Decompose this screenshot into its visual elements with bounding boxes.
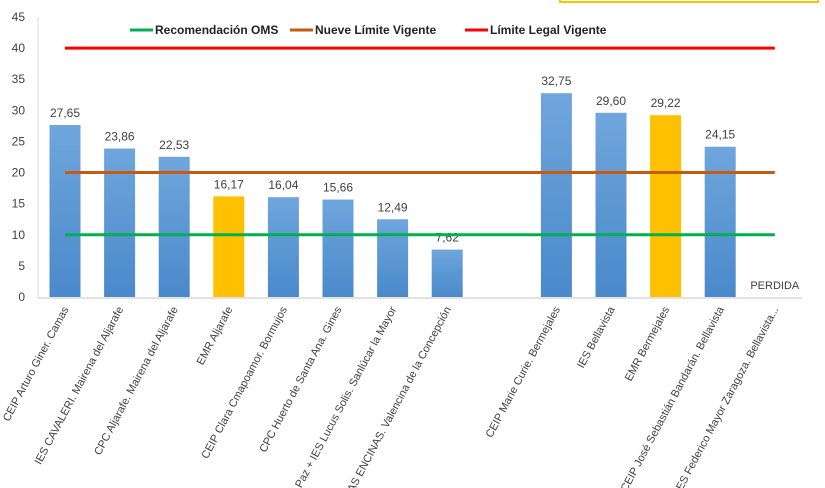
- bar: [267, 197, 299, 297]
- data-label: 32,75: [541, 74, 571, 88]
- bar: [540, 93, 572, 297]
- bar: [431, 249, 463, 297]
- category-label: CEIP Marie Curie. Bermejales: [484, 304, 564, 439]
- data-label: 29,60: [596, 94, 626, 108]
- legend-label: Recomendación OMS: [155, 23, 278, 37]
- y-tick-label: 20: [12, 166, 26, 180]
- bar: [104, 148, 136, 297]
- bars: 27,65 23,86 22,53 16,17 16,04 15,66 12,49 7,62 3…: [49, 74, 800, 297]
- y-tick-label: 0: [18, 290, 25, 304]
- bar: [377, 219, 409, 297]
- data-label: 23,86: [105, 130, 135, 144]
- y-axis: 0 5 10 15 20 25 30 35 40 45: [12, 10, 39, 304]
- y-tick-label: 25: [12, 134, 26, 148]
- annotation-label: PERDIDA: [750, 280, 800, 292]
- bar: [49, 124, 81, 297]
- category-label: LAS ENCINAS. Valencina de la Concepción: [343, 305, 454, 488]
- cropped-title-box: [559, 0, 819, 3]
- bar: [704, 146, 736, 297]
- category-label: EMR Aljarafe: [195, 305, 236, 367]
- reference-lines: [65, 46, 775, 237]
- bar: [322, 199, 354, 297]
- data-label: 16,04: [268, 178, 298, 192]
- legend-label: Nueve Límite Vigente: [315, 23, 436, 37]
- data-label: 7,62: [436, 231, 460, 245]
- y-tick-label: 10: [12, 228, 26, 242]
- y-tick-label: 45: [12, 10, 26, 24]
- category-label: IES Federico Mayor Zaragoza. Bellavista.…: [673, 305, 782, 488]
- data-label: 29,22: [651, 96, 681, 110]
- category-label: La Paz + IES Lucus Solis. Sanlúcar la Ma…: [286, 304, 399, 488]
- y-tick-label: 15: [12, 197, 26, 211]
- y-tick-label: 40: [12, 41, 26, 55]
- data-label: 27,65: [50, 106, 80, 120]
- data-label: 22,53: [159, 138, 189, 152]
- legend-label: Límite Legal Vigente: [490, 23, 607, 37]
- data-label: 24,15: [705, 128, 735, 142]
- data-label: 16,17: [214, 177, 244, 191]
- category-label: IES CAVALERI. Mairena del Aljarafe: [33, 305, 127, 467]
- y-tick-label: 5: [18, 259, 25, 273]
- data-label: 12,49: [378, 200, 408, 214]
- bar: [213, 196, 245, 297]
- bar: [650, 115, 682, 297]
- category-label: IES Bellavista: [575, 304, 618, 370]
- y-tick-label: 35: [12, 72, 26, 86]
- data-label: 15,66: [323, 181, 353, 195]
- bar: [158, 156, 190, 297]
- category-label: EMR Bermejales: [623, 304, 673, 383]
- y-tick-label: 30: [12, 103, 26, 117]
- legend: Recomendación OMS Nueve Límite Vigente Lím…: [130, 23, 607, 37]
- category-label: CEIP José Sebastián Bandarán. Bellavista: [619, 304, 728, 488]
- bar: [595, 112, 627, 297]
